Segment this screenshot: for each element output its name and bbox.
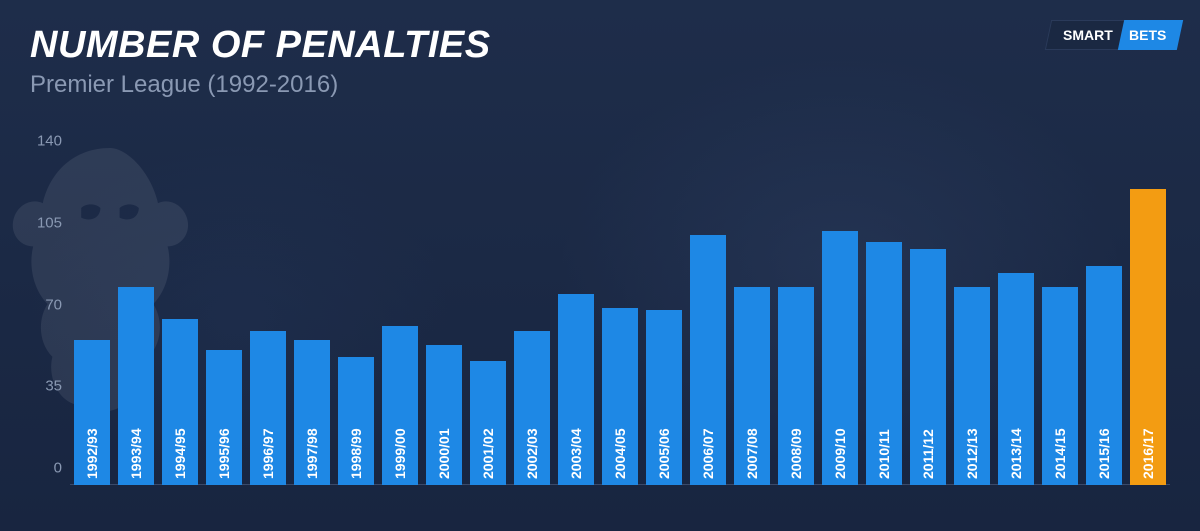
bar-slot: 1995/96: [206, 135, 242, 485]
bar-label: 2015/16: [1096, 428, 1112, 479]
bar: 1998/99: [338, 357, 374, 485]
y-tick-label: 105: [30, 215, 62, 232]
bar-slot: 2013/14: [998, 135, 1034, 485]
plot-area: 1992/93 1993/94 1994/95 1995/96 1996/97 1997/…: [70, 135, 1170, 485]
bar-label: 2002/03: [524, 428, 540, 479]
bar-label: 2014/15: [1052, 428, 1068, 479]
bar-slot: 2007/08: [734, 135, 770, 485]
y-tick-label: 35: [30, 378, 62, 395]
bar-slot: 2011/12: [910, 135, 946, 485]
bar: 1996/97: [250, 331, 286, 485]
bar-label: 2008/09: [788, 428, 804, 479]
bar-slot: 2005/06: [646, 135, 682, 485]
bar-slot: 2014/15: [1042, 135, 1078, 485]
bars-container: 1992/93 1993/94 1994/95 1995/96 1996/97 1997/…: [70, 135, 1170, 485]
bar-label: 2016/17: [1140, 428, 1156, 479]
bar-label: 2013/14: [1008, 428, 1024, 479]
y-tick-label: 0: [30, 460, 62, 477]
bar-label: 2001/02: [480, 428, 496, 479]
bar-label: 2000/01: [436, 428, 452, 479]
bar-label: 1997/98: [304, 428, 320, 479]
bar-label: 2007/08: [744, 428, 760, 479]
bar-slot: 2001/02: [470, 135, 506, 485]
bar: 1997/98: [294, 340, 330, 485]
bar-label: 2004/05: [612, 428, 628, 479]
bar-slot: 2009/10: [822, 135, 858, 485]
bar: 1999/00: [382, 326, 418, 485]
bar-slot: 2004/05: [602, 135, 638, 485]
bar: 2008/09: [778, 287, 814, 485]
bar-slot: 2002/03: [514, 135, 550, 485]
bar-slot: 2006/07: [690, 135, 726, 485]
bar: 2013/14: [998, 273, 1034, 485]
bar-slot: 1996/97: [250, 135, 286, 485]
bar-chart: 1992/93 1993/94 1994/95 1995/96 1996/97 1997/…: [30, 135, 1170, 505]
bar-label: 2009/10: [832, 428, 848, 479]
bar: 2002/03: [514, 331, 550, 485]
bar: 1992/93: [74, 340, 110, 485]
bar: 2015/16: [1086, 266, 1122, 485]
bar-slot: 2003/04: [558, 135, 594, 485]
bar-slot: 1999/00: [382, 135, 418, 485]
bar: 2011/12: [910, 249, 946, 485]
bar-slot: 1994/95: [162, 135, 198, 485]
bar-label: 2012/13: [964, 428, 980, 479]
bar-slot: 2015/16: [1086, 135, 1122, 485]
chart-header: NUMBER OF PENALTIES Premier League (1992…: [30, 24, 491, 99]
bar-label: 1995/96: [216, 428, 232, 479]
logo-left: SMART: [1045, 20, 1124, 50]
bar-label: 1996/97: [260, 428, 276, 479]
bar-slot: 1992/93: [74, 135, 110, 485]
bar-label: 1993/94: [128, 428, 144, 479]
bar-label: 1992/93: [84, 428, 100, 479]
bar: 2003/04: [558, 294, 594, 485]
bar-slot: 2016/17: [1130, 135, 1166, 485]
bar-slot: 2010/11: [866, 135, 902, 485]
chart-title: NUMBER OF PENALTIES: [30, 24, 491, 67]
bar: 2006/07: [690, 235, 726, 485]
bar: 2010/11: [866, 242, 902, 485]
bar-label: 1998/99: [348, 428, 364, 479]
bar: 1994/95: [162, 319, 198, 485]
bar-slot: 1997/98: [294, 135, 330, 485]
bar-slot: 1998/99: [338, 135, 374, 485]
bar-label: 1994/95: [172, 428, 188, 479]
bar: 2012/13: [954, 287, 990, 485]
bar: 2005/06: [646, 310, 682, 485]
bar: 2004/05: [602, 308, 638, 485]
bar-label: 2011/12: [920, 429, 936, 479]
bar-slot: 2000/01: [426, 135, 462, 485]
bar: 2009/10: [822, 231, 858, 485]
bar: 2016/17: [1130, 189, 1166, 485]
bar: 2014/15: [1042, 287, 1078, 485]
bar-label: 2006/07: [700, 428, 716, 479]
bar: 1993/94: [118, 287, 154, 485]
bar-slot: 2012/13: [954, 135, 990, 485]
bar: 1995/96: [206, 350, 242, 485]
bar-label: 2010/11: [876, 429, 892, 479]
smartbets-logo: SMART BETS: [1045, 20, 1184, 50]
bar-label: 1999/00: [392, 428, 408, 479]
y-tick-label: 140: [30, 133, 62, 150]
bar-label: 2003/04: [568, 428, 584, 479]
bar-slot: 2008/09: [778, 135, 814, 485]
bar: 2001/02: [470, 361, 506, 485]
bar-label: 2005/06: [656, 428, 672, 479]
logo-right: BETS: [1117, 20, 1183, 50]
bar: 2000/01: [426, 345, 462, 485]
chart-subtitle: Premier League (1992-2016): [30, 71, 491, 99]
bar: 2007/08: [734, 287, 770, 485]
bar-slot: 1993/94: [118, 135, 154, 485]
y-tick-label: 70: [30, 296, 62, 313]
